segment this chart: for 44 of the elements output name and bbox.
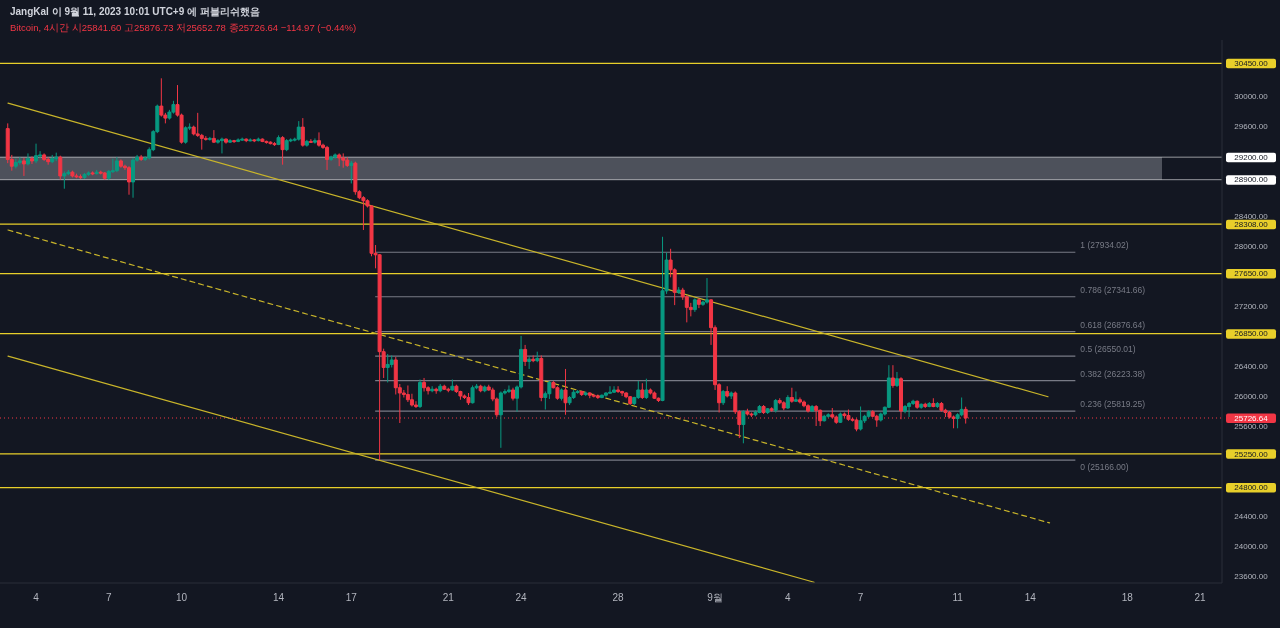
ref-line-label: 24800.00 <box>1234 483 1269 493</box>
ref-line-label: 30450.00 <box>1234 59 1269 69</box>
x-tick-label: 7 <box>857 591 864 603</box>
x-tick-label: 9월 <box>707 591 723 603</box>
x-tick-label: 17 <box>345 591 358 603</box>
x-tick-label: 28 <box>612 591 625 603</box>
ref-line-label: 0.236 (25819.25) <box>1080 399 1146 410</box>
ref-line-label: 0.382 (26223.38) <box>1080 368 1146 379</box>
y-tick-label: 28400.00 <box>1234 211 1269 221</box>
ref-line-label: 27650.00 <box>1234 269 1269 279</box>
x-tick-label: 4 <box>785 591 792 603</box>
x-tick-label: 21 <box>442 591 455 603</box>
chart-subtitle: Bitcoin, 4시간 시25841.60 고25876.73 저25652.78 종25726.64 −114.97 (−0.44%) <box>10 22 357 34</box>
y-tick-label: 30000.00 <box>1234 91 1269 101</box>
ref-line-label: 0.786 (27341.66) <box>1080 284 1146 295</box>
y-tick-label: 24400.00 <box>1234 512 1269 522</box>
ref-line-label: 28900.00 <box>1234 175 1269 185</box>
y-tick-label: 27200.00 <box>1234 301 1269 311</box>
ref-line-label: 29200.00 <box>1234 152 1269 162</box>
y-tick-label: 25600.00 <box>1234 422 1269 432</box>
ref-line-label: 0.618 (26876.64) <box>1080 319 1146 330</box>
ref-line-label: 0.5 (26550.01) <box>1080 344 1136 355</box>
x-tick-label: 10 <box>175 591 188 603</box>
x-tick-label: 18 <box>1121 591 1134 603</box>
y-tick-label: 26400.00 <box>1234 362 1269 372</box>
ref-line-label: 26850.00 <box>1234 329 1269 339</box>
ref-line-label: 1 (27934.02) <box>1080 240 1129 251</box>
chart-title: JangKal 이 9월 11, 2023 10:01 UTC+9 에 퍼블리쉬했음 <box>10 5 260 17</box>
ref-line-label: 0 (25166.00) <box>1080 462 1129 473</box>
x-tick-label: 21 <box>1194 591 1207 603</box>
x-tick-label: 14 <box>272 591 285 603</box>
y-tick-label: 28000.00 <box>1234 241 1269 251</box>
y-tick-label: 29600.00 <box>1234 121 1269 131</box>
y-tick-label: 26000.00 <box>1234 392 1269 402</box>
y-tick-label: 23600.00 <box>1234 572 1269 582</box>
x-tick-label: 7 <box>106 591 113 603</box>
x-tick-label: 14 <box>1024 591 1037 603</box>
x-tick-label: 24 <box>515 591 528 603</box>
ref-line-label: 25726.64 <box>1234 413 1269 423</box>
y-tick-label: 24000.00 <box>1234 542 1269 552</box>
ref-line-label: 28308.00 <box>1234 219 1269 229</box>
x-tick-label: 11 <box>952 591 964 603</box>
x-tick-label: 4 <box>33 591 40 603</box>
ref-line-label: 25250.00 <box>1234 449 1269 459</box>
